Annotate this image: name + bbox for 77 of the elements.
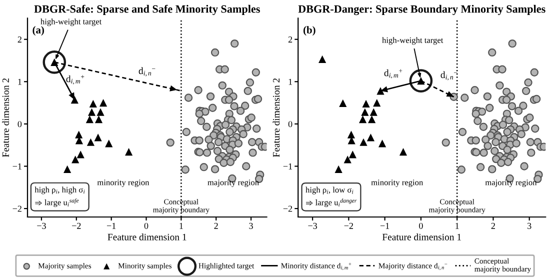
x-tick-label: 3 [249, 222, 253, 229]
point [348, 150, 356, 158]
y-tick-label: 1 [288, 78, 292, 85]
annotation: high-weight target [382, 37, 444, 45]
y-tick-label: 0 [18, 121, 22, 128]
point [334, 165, 342, 174]
point [64, 165, 72, 174]
x-tick-label: 2 [214, 222, 218, 229]
y-tick-label: −2 [283, 206, 292, 212]
y-tick-label: −2 [12, 206, 22, 212]
annotation: majority region [485, 180, 537, 187]
point [370, 108, 378, 116]
y-axis-title: Feature dimension 2 [2, 78, 9, 158]
point [96, 108, 104, 116]
x-tick-label: −3 [37, 222, 46, 229]
text: high ρ$_{i}$, low σ$_{i}$ ⇒ large u$_{i}$$^{danger}$ [306, 186, 357, 207]
chart-title: DBGR-Danger: Sparse Boundary Minority Samples [298, 4, 546, 16]
annotation: high-weight target [40, 18, 102, 26]
point [347, 130, 356, 138]
point [72, 156, 80, 164]
x-tick-label: 1 [456, 222, 459, 229]
point [358, 115, 367, 124]
y-tick-label: −1 [283, 163, 292, 170]
y-tick-label: 2 [288, 36, 292, 42]
x-tick-label: −1 [380, 222, 390, 229]
point [344, 156, 352, 164]
y-tick-label: 0 [288, 121, 292, 128]
point [75, 130, 83, 138]
annotation: minority region [97, 180, 150, 187]
x-tick-label: 1 [180, 222, 183, 229]
x-axis-title: Feature dimension 1 [382, 234, 461, 240]
annotation: (b) [304, 26, 316, 36]
x-tick-label: 0 [419, 222, 423, 229]
point [94, 134, 102, 142]
point [373, 98, 381, 107]
point [86, 138, 95, 146]
annotation: minority region [371, 180, 424, 187]
annotation: d$_{i,m}$$^{+}$ [384, 69, 402, 79]
annotation: d$_{i,n}$$^{−}$ [138, 67, 156, 76]
x-axis-title: Feature dimension 1 [108, 234, 186, 240]
point [366, 134, 375, 142]
x-tick-label: −2 [344, 222, 353, 229]
point [86, 115, 94, 124]
x-tick-label: 2 [491, 222, 495, 229]
annotation: d$_{i,m}$$^{+}$ [66, 75, 84, 84]
point [89, 100, 97, 108]
point [399, 148, 408, 156]
y-tick-label: 2 [18, 36, 22, 42]
point [376, 87, 384, 95]
y-axis-title: Feature dimension 2 [272, 78, 280, 158]
point [318, 55, 326, 64]
point [124, 148, 133, 156]
point [42, 50, 66, 74]
text: high ρ$_{i}$, high σ$_{i}$ ⇒ large u$_{i}$$^{safe}$ [34, 186, 85, 207]
point [105, 140, 113, 148]
y-tick-label: 1 [18, 78, 22, 85]
x-tick-label: −3 [308, 222, 318, 229]
point [99, 98, 108, 107]
point [361, 108, 369, 116]
x-tick-label: 0 [144, 222, 148, 229]
x-tick-label: −2 [72, 222, 81, 229]
point [76, 150, 84, 158]
point [360, 138, 368, 146]
annotation: d$_{i,n}$$^{−}$ [440, 71, 458, 80]
point [94, 115, 103, 124]
point [339, 99, 347, 108]
point [378, 140, 386, 148]
x-tick-label: −1 [106, 222, 116, 229]
chart-title: DBGR-Safe: Sparse and Safe Minority Samples [34, 4, 260, 16]
annotation: (a) [32, 26, 44, 36]
point [409, 69, 433, 92]
x-tick-label: 3 [528, 222, 532, 229]
point [368, 115, 376, 124]
annotation: majority region [208, 180, 259, 187]
y-tick-label: −1 [12, 163, 22, 170]
point [88, 108, 96, 116]
point [362, 100, 370, 108]
